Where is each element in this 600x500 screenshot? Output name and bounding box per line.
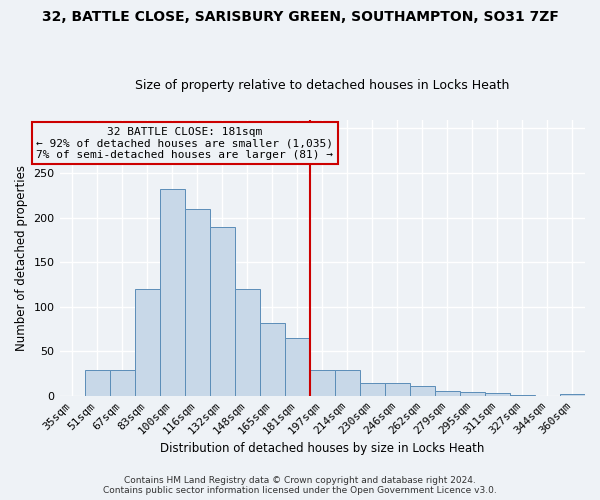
X-axis label: Distribution of detached houses by size in Locks Heath: Distribution of detached houses by size … bbox=[160, 442, 484, 455]
Text: 32 BATTLE CLOSE: 181sqm
← 92% of detached houses are smaller (1,035)
7% of semi-: 32 BATTLE CLOSE: 181sqm ← 92% of detache… bbox=[36, 126, 333, 160]
Bar bbox=[285, 338, 310, 396]
Bar bbox=[360, 382, 385, 396]
Text: 32, BATTLE CLOSE, SARISBURY GREEN, SOUTHAMPTON, SO31 7ZF: 32, BATTLE CLOSE, SARISBURY GREEN, SOUTH… bbox=[41, 10, 559, 24]
Bar bbox=[460, 392, 485, 396]
Bar bbox=[134, 289, 160, 396]
Title: Size of property relative to detached houses in Locks Heath: Size of property relative to detached ho… bbox=[135, 79, 509, 92]
Bar bbox=[185, 208, 209, 396]
Bar bbox=[110, 370, 134, 396]
Bar bbox=[435, 390, 460, 396]
Bar bbox=[335, 370, 360, 396]
Text: Contains HM Land Registry data © Crown copyright and database right 2024.
Contai: Contains HM Land Registry data © Crown c… bbox=[103, 476, 497, 495]
Y-axis label: Number of detached properties: Number of detached properties bbox=[15, 164, 28, 350]
Bar bbox=[260, 323, 285, 396]
Bar bbox=[235, 289, 260, 396]
Bar bbox=[310, 370, 335, 396]
Bar bbox=[560, 394, 585, 396]
Bar bbox=[85, 370, 110, 396]
Bar bbox=[385, 382, 410, 396]
Bar bbox=[485, 393, 510, 396]
Bar bbox=[510, 395, 535, 396]
Bar bbox=[160, 189, 185, 396]
Bar bbox=[410, 386, 435, 396]
Bar bbox=[209, 226, 235, 396]
